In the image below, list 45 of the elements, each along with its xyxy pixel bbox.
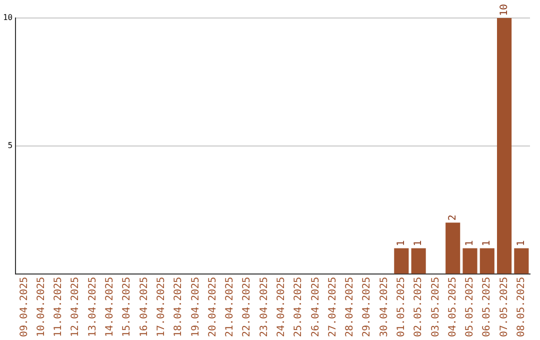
- x-tick-label: 07.05.2025: [498, 276, 510, 338]
- x-tick-label: 22.04.2025: [242, 276, 253, 338]
- x-tick-label: 26.04.2025: [310, 276, 322, 338]
- x-tick-label: 13.04.2025: [87, 276, 98, 338]
- x-tick-label: 24.04.2025: [276, 276, 287, 338]
- data-label: 2: [447, 214, 458, 221]
- data-label: 1: [396, 240, 407, 246]
- x-tick-label: 21.04.2025: [224, 276, 236, 338]
- x-tick-label: 12.04.2025: [70, 276, 82, 338]
- x-tick-label: 27.04.2025: [327, 276, 338, 338]
- data-label: 1: [516, 240, 528, 246]
- bar: [480, 248, 494, 274]
- x-tick-label: 19.04.2025: [190, 276, 202, 338]
- x-tick-label: 29.04.2025: [362, 276, 373, 338]
- x-tick-label: 04.05.2025: [447, 276, 458, 338]
- x-tick-label: 23.04.2025: [258, 276, 270, 338]
- data-label: 1: [464, 240, 476, 246]
- x-tick-label: 15.04.2025: [122, 276, 133, 338]
- x-tick-label: 11.04.2025: [53, 276, 64, 338]
- x-tick-label: 02.05.2025: [413, 276, 424, 338]
- x-tick-label: 10.04.2025: [36, 276, 47, 338]
- bar: [411, 248, 426, 274]
- x-tick-label: 18.04.2025: [173, 276, 184, 338]
- x-tick-label: 14.04.2025: [104, 276, 116, 338]
- x-tick-label: 17.04.2025: [156, 276, 167, 338]
- data-label: 1: [413, 240, 424, 246]
- x-tick-label: 30.04.2025: [378, 276, 390, 338]
- bar: [446, 222, 460, 274]
- bar: [496, 18, 512, 274]
- data-label: 1: [482, 240, 493, 246]
- x-tick-label: 25.04.2025: [293, 276, 304, 338]
- x-tick-label: 20.04.2025: [207, 276, 218, 338]
- x-tick-label: 16.04.2025: [138, 276, 150, 338]
- x-tick-label: 05.05.2025: [464, 276, 476, 338]
- x-tick-label: 06.05.2025: [482, 276, 493, 338]
- bar: [514, 248, 529, 274]
- x-tick-label: 08.05.2025: [516, 276, 528, 338]
- bar: [462, 248, 478, 274]
- data-label: 10: [498, 4, 510, 16]
- y-tick-label: 5: [8, 140, 13, 150]
- x-tick-label: 01.05.2025: [396, 276, 407, 338]
- bar: [394, 248, 409, 274]
- x-tick-label: 09.04.2025: [18, 276, 30, 338]
- x-tick-label: 03.05.2025: [430, 276, 442, 338]
- x-tick-label: 28.04.2025: [344, 276, 356, 338]
